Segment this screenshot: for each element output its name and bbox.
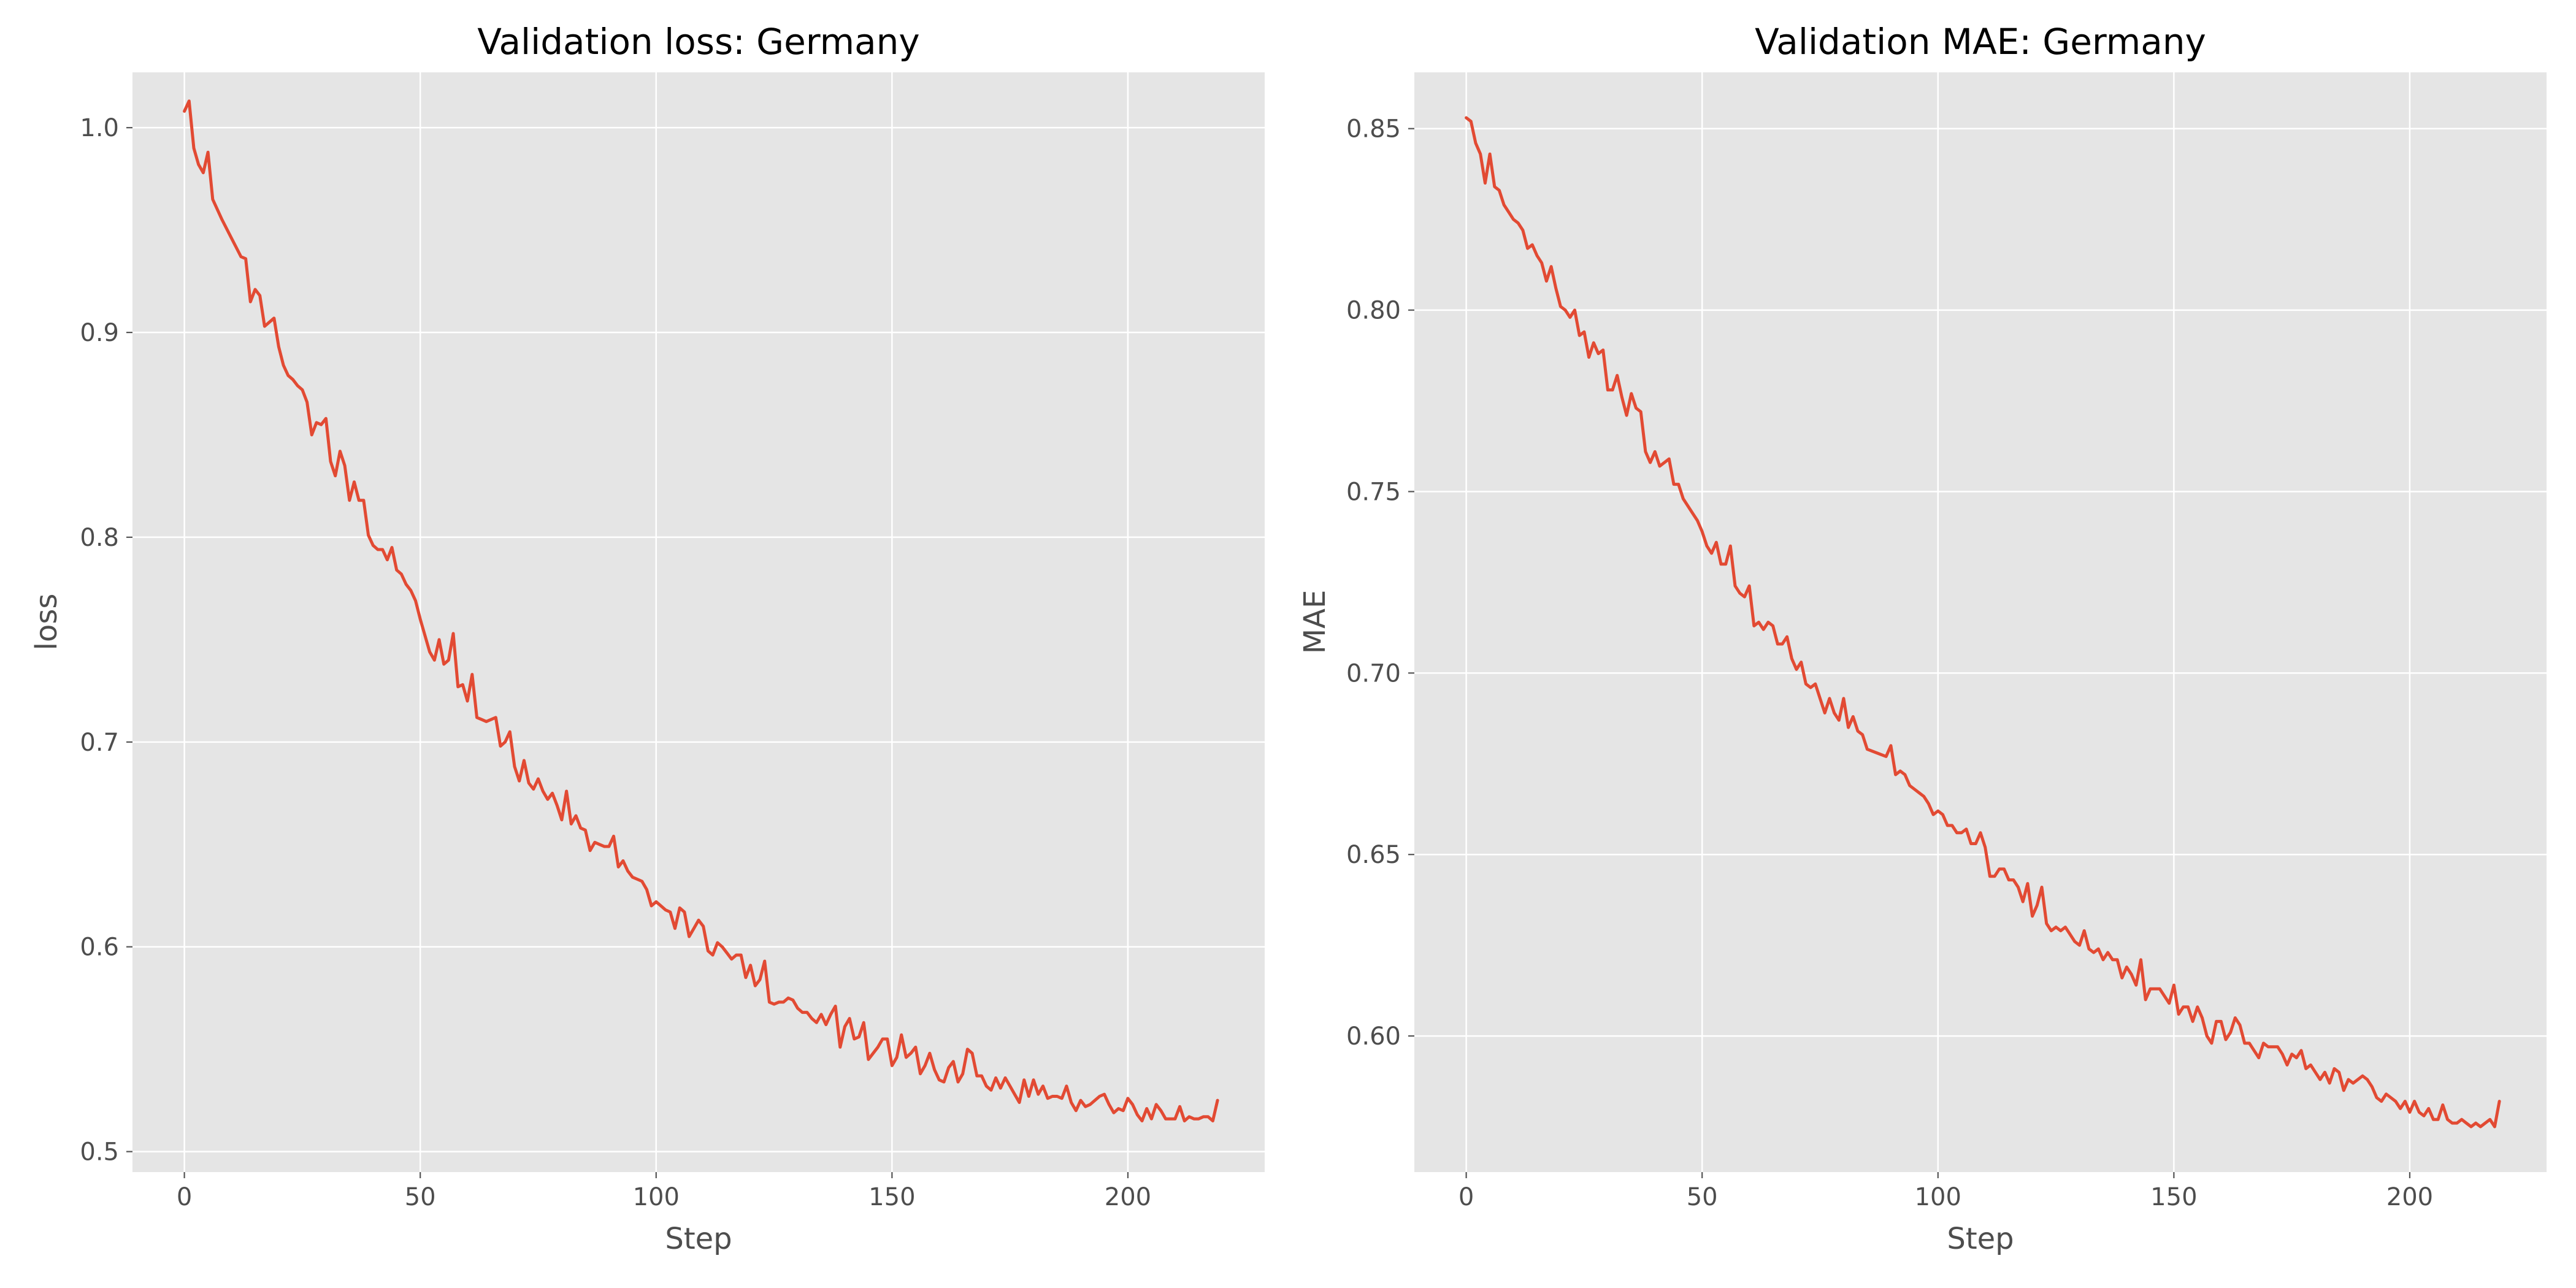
- loss-plot-area: [132, 72, 1265, 1172]
- mae-chart-title: Validation MAE: Germany: [1755, 21, 2206, 63]
- loss-x-tick-label: 50: [405, 1183, 436, 1211]
- mae-y-tick-label: 0.70: [1346, 659, 1401, 688]
- loss-y-tick-label: 0.8: [80, 524, 119, 552]
- mae-y-tick-label: 0.80: [1346, 297, 1401, 325]
- mae-x-tick-label: 150: [2150, 1183, 2197, 1211]
- loss-x-axis-label: Step: [665, 1222, 732, 1256]
- mae-x-axis-label: Step: [1947, 1222, 2014, 1256]
- mae-chart-panel: 0 50 100 150 200 0.60 0.65 0.70 0.75 0.80 0.85 Val…: [1298, 21, 2547, 1256]
- loss-y-tick-label: 0.5: [80, 1138, 119, 1167]
- mae-grid: [1414, 72, 2547, 1172]
- mae-x-tick-label: 0: [1459, 1183, 1474, 1211]
- loss-ticks: 0 50 100 150 200 0.5 0.6 0.7 0.8 0.9 1.0: [80, 114, 1151, 1211]
- mae-x-tick-label: 200: [2386, 1183, 2433, 1211]
- loss-chart-title: Validation loss: Germany: [477, 21, 919, 63]
- loss-y-tick-label: 0.7: [80, 729, 119, 757]
- mae-plot-area: [1414, 72, 2547, 1172]
- loss-y-axis-label: loss: [29, 594, 64, 651]
- mae-ticks: 0 50 100 150 200 0.60 0.65 0.70 0.75 0.80 0.85: [1346, 115, 2433, 1211]
- mae-y-tick-label: 0.85: [1346, 115, 1401, 144]
- loss-y-tick-label: 0.9: [80, 319, 119, 347]
- loss-series-layer: [183, 99, 1219, 1122]
- mae-series-layer: [1465, 116, 2501, 1129]
- mae-y-tick-label: 0.65: [1346, 841, 1401, 869]
- loss-x-tick-label: 200: [1105, 1183, 1151, 1211]
- mae-y-tick-label: 0.60: [1346, 1022, 1401, 1051]
- loss-x-tick-label: 0: [177, 1183, 192, 1211]
- loss-x-tick-label: 100: [633, 1183, 680, 1211]
- loss-x-tick-label: 150: [868, 1183, 915, 1211]
- loss-y-tick-label: 1.0: [80, 114, 119, 142]
- mae-x-tick-label: 50: [1687, 1183, 1718, 1211]
- loss-series-line: [183, 99, 1219, 1122]
- mae-series-line: [1465, 116, 2501, 1129]
- loss-chart-panel: 0 50 100 150 200 0.5 0.6 0.7 0.8 0.9 1.0 Validatio…: [29, 21, 1265, 1256]
- loss-y-tick-label: 0.6: [80, 933, 119, 962]
- mae-y-axis-label: MAE: [1298, 590, 1332, 654]
- mae-x-tick-label: 100: [1915, 1183, 1961, 1211]
- mae-y-tick-label: 0.75: [1346, 478, 1401, 506]
